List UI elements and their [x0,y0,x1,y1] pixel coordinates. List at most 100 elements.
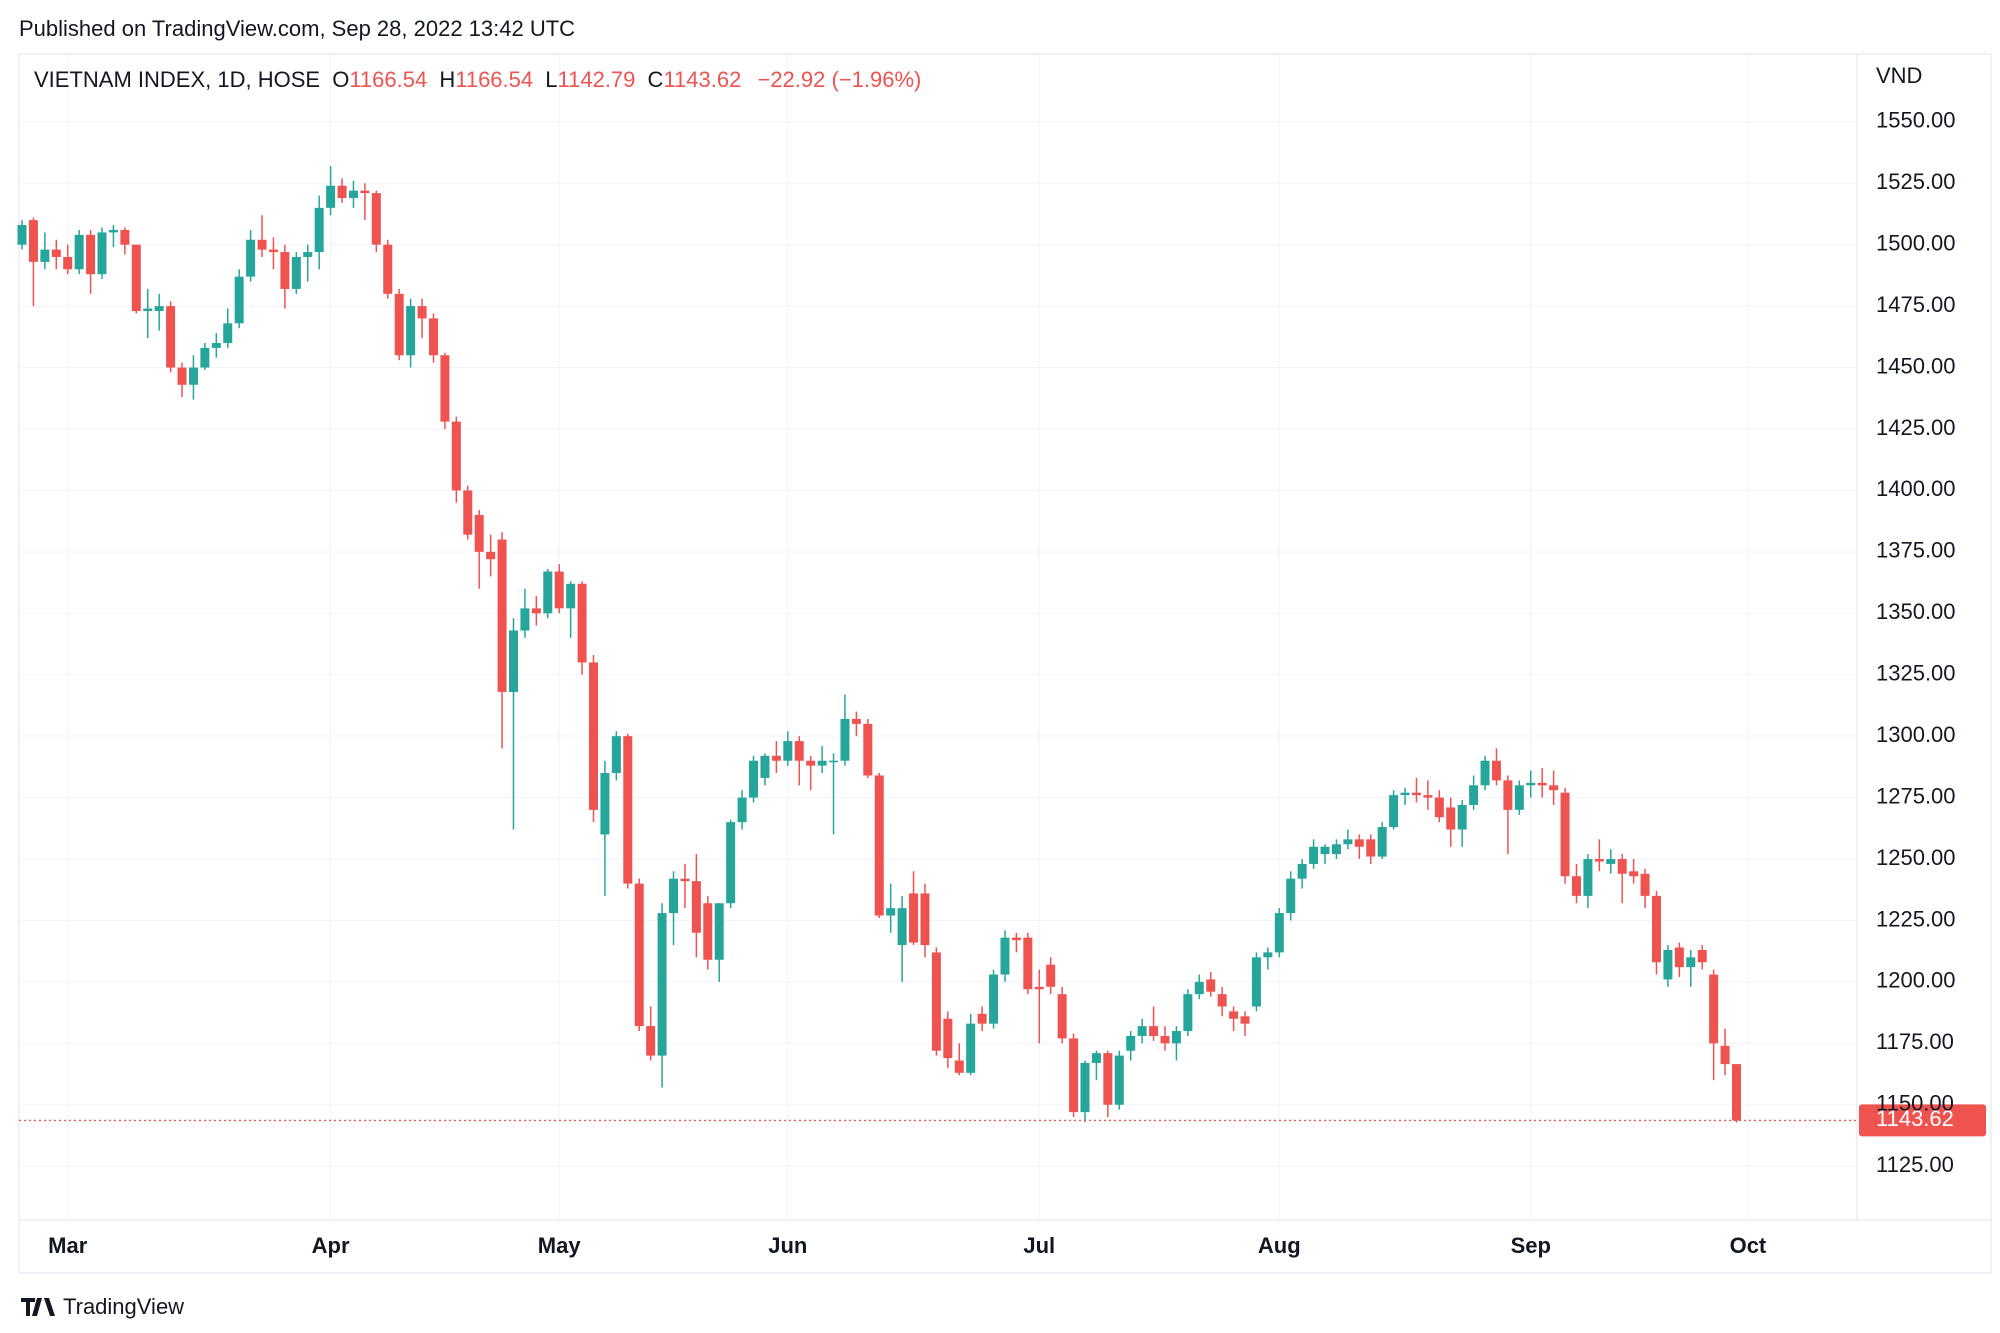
y-tick-label: 1475.00 [1876,292,1956,317]
candle-body [1331,844,1341,855]
candle-body [1320,846,1330,855]
candle-body [1709,974,1719,1044]
candle-body [966,1023,976,1073]
candle-body [794,741,804,761]
low-value: 1142.79 [558,67,636,92]
y-tick-label: 1325.00 [1876,661,1956,686]
close-label: C [648,67,664,92]
candle-body [806,760,816,766]
candle-body [1697,949,1707,963]
y-tick-label: 1375.00 [1876,538,1956,563]
candle-body [234,276,244,324]
candle-body [1023,937,1033,990]
candle-body [1526,782,1536,786]
y-tick-label: 1500.00 [1876,231,1956,256]
candle-body [531,608,541,614]
x-tick-label: Jun [768,1233,807,1258]
candle-body [1640,873,1650,896]
candle-body [1274,913,1284,953]
candle-body [771,755,781,761]
candle-body [1194,981,1204,995]
x-tick-label: Sep [1511,1233,1551,1258]
brand: TradingView [63,1294,184,1319]
candle-body [1034,986,1044,990]
candle-body [1549,785,1559,791]
candle-body [1103,1053,1113,1105]
y-tick-label: 1175.00 [1876,1029,1954,1054]
candle-body [1583,859,1593,896]
candle-body [120,229,130,245]
candle-body [1057,994,1067,1039]
candle-body [554,571,564,609]
candle-body [1240,1016,1250,1024]
candle-body [680,878,690,882]
candle-body [1617,859,1627,874]
candle-body [566,583,576,609]
candle-body [1514,785,1524,810]
candle-body [257,239,267,250]
candle-body [1206,979,1216,992]
candle-body [1446,807,1456,830]
candle-body [1594,859,1604,862]
candle-body [474,514,484,552]
candle-body [1126,1035,1136,1051]
candle-body [783,741,793,761]
candle-body [897,908,907,946]
candle-body [166,306,176,368]
candle-body [291,256,301,289]
candle-body [1091,1053,1101,1063]
candle-body [428,318,438,356]
candle-body [1720,1045,1730,1065]
overlay: 1143.62 [19,1104,1986,1137]
candle-body [223,323,233,343]
candle-body [954,1060,964,1073]
candle-body [989,974,999,1024]
close-value: 1143.62 [663,67,741,92]
candle-body [314,207,324,253]
candle-body [1537,782,1547,786]
symbol: VIETNAM INDEX, 1D, HOSE [34,67,320,92]
x-tick-label: Mar [48,1233,88,1258]
candle-body [714,903,724,960]
candle-body [703,903,713,960]
candle-body [394,293,404,356]
candle-body [1183,994,1193,1032]
candle-body [508,630,518,692]
candle-body [1137,1026,1147,1036]
currency: VND [1876,63,1922,88]
candle-body [1080,1062,1090,1113]
candle-body [337,185,347,198]
candle-body [348,190,358,198]
candle-body [1606,859,1616,864]
candle-body [17,225,27,245]
candle-body [74,234,84,270]
candle-body [303,252,313,257]
candle-body [1011,937,1021,941]
candle-body [977,1013,987,1024]
y-tick-label: 1400.00 [1876,476,1956,501]
low-label: L [545,67,557,92]
candle-body [63,256,73,270]
y-tick-label: 1200.00 [1876,968,1956,993]
candle-body [737,797,747,823]
candle-body [1400,792,1410,796]
candle-body [1377,827,1387,857]
candle-body [188,367,198,385]
x-tick-label: Oct [1730,1233,1767,1258]
candle-body [931,952,941,1051]
candle-body [634,883,644,1027]
candle-body [726,822,736,904]
candle-body [1286,878,1296,914]
candle-body [657,913,667,1056]
candle-body [1149,1026,1159,1036]
y-tick-label: 1250.00 [1876,845,1956,870]
chart-frame [18,53,1992,1274]
y-tick-label: 1300.00 [1876,722,1956,747]
candle-body [1686,957,1696,968]
candle-body [1366,839,1376,857]
candle-body [28,220,38,262]
candle-body [1423,795,1433,798]
